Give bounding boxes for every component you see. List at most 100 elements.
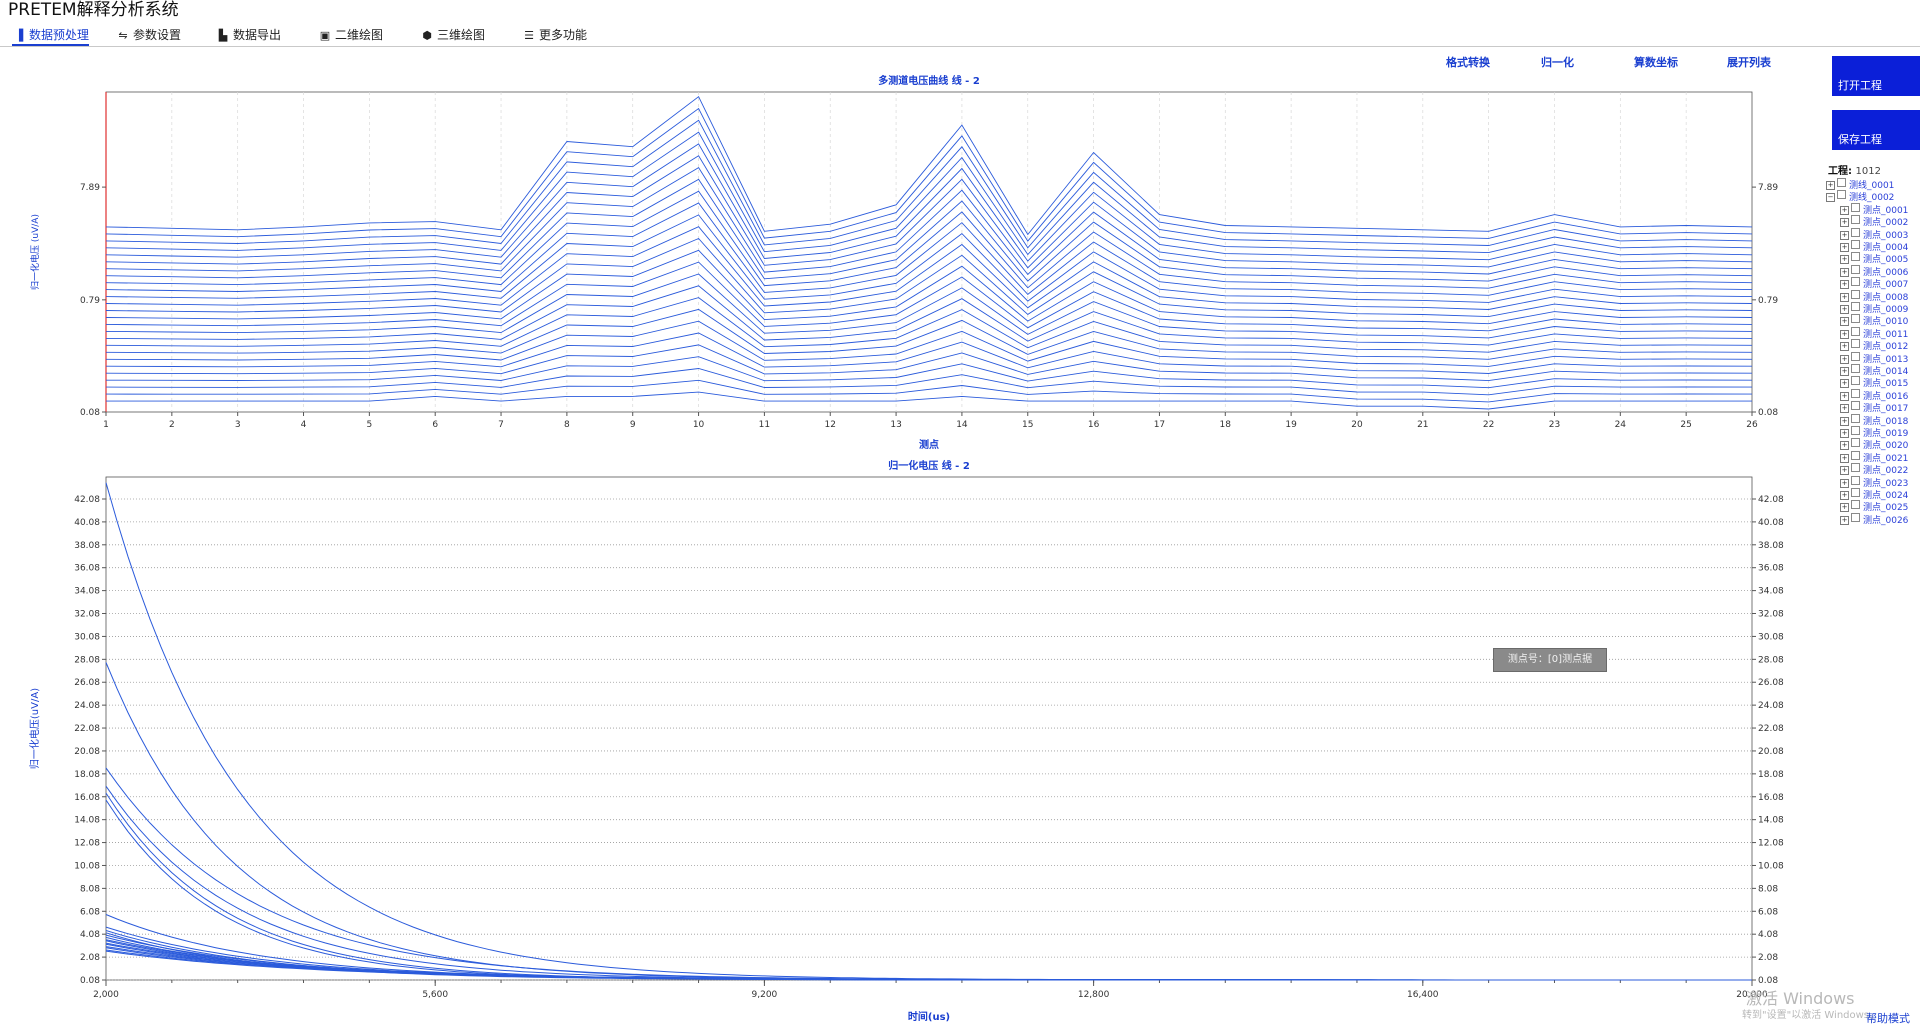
x-tick-label: 14 — [956, 420, 968, 430]
arithmetic-axis-button[interactable]: 算数坐标 — [1634, 56, 1678, 69]
tree-checkbox[interactable] — [1851, 488, 1860, 497]
tree-checkbox[interactable] — [1851, 438, 1860, 448]
channel-curve — [105, 308, 1753, 360]
expand-icon[interactable]: + — [1840, 515, 1849, 525]
tree-checkbox[interactable] — [1851, 302, 1860, 311]
expand-icon[interactable]: + — [1840, 305, 1849, 314]
tree-checkbox[interactable] — [1851, 500, 1860, 510]
tree-line-item[interactable]: + 测线_0001 — [1826, 178, 1894, 191]
expand-list-button[interactable]: 展开列表 — [1727, 56, 1771, 69]
tree-checkbox[interactable] — [1851, 277, 1860, 287]
format-convert-button[interactable]: 格式转换 — [1446, 56, 1490, 69]
menu-3d-plot[interactable]: ⬢ 三维绘图 — [420, 26, 485, 44]
expand-icon[interactable]: + — [1840, 391, 1849, 401]
tree-checkbox[interactable] — [1851, 376, 1860, 386]
open-project-button[interactable]: 打开工程 — [1832, 56, 1920, 96]
tree-point-item[interactable]: + 测点_0022 — [1840, 463, 1908, 476]
tree-point-item[interactable]: + 测点_0015 — [1840, 376, 1908, 389]
tree-checkbox[interactable] — [1851, 240, 1860, 249]
tree-checkbox[interactable] — [1851, 463, 1860, 473]
tree-point-item[interactable]: + 测点_0020 — [1840, 438, 1908, 451]
tree-point-item[interactable]: + 测点_0007 — [1840, 277, 1908, 290]
tree-checkbox[interactable] — [1851, 475, 1860, 485]
expand-icon[interactable]: + — [1840, 478, 1849, 488]
expand-icon[interactable]: + — [1840, 429, 1849, 438]
expand-icon[interactable]: + — [1840, 466, 1849, 476]
menu-data-export[interactable]: ▙ 数据导出 — [216, 26, 281, 44]
expand-icon[interactable]: + — [1840, 342, 1849, 352]
tree-point-item[interactable]: + 测点_0021 — [1840, 450, 1908, 464]
tree-line-item[interactable]: − 测线_0002 — [1826, 190, 1894, 203]
tree-checkbox[interactable] — [1851, 388, 1860, 398]
collapse-icon[interactable]: − — [1826, 193, 1835, 203]
tree-checkbox[interactable] — [1851, 202, 1860, 212]
tree-checkbox[interactable] — [1851, 426, 1860, 435]
tree-checkbox[interactable] — [1851, 227, 1860, 237]
help-mode-link[interactable]: 帮助模式 — [1866, 1012, 1910, 1025]
tree-point-item[interactable]: + 测点_0001 — [1840, 202, 1908, 216]
tree-point-item[interactable]: + 测点_0004 — [1840, 240, 1908, 253]
expand-icon[interactable]: + — [1840, 491, 1849, 500]
tree-checkbox[interactable] — [1851, 401, 1860, 411]
expand-icon[interactable]: + — [1840, 404, 1849, 414]
expand-icon[interactable]: + — [1840, 453, 1849, 463]
expand-icon[interactable]: + — [1840, 379, 1849, 389]
tree-checkbox[interactable] — [1837, 178, 1846, 187]
save-project-button[interactable]: 保存工程 — [1832, 110, 1920, 150]
tree-checkbox[interactable] — [1851, 351, 1860, 361]
tree-checkbox[interactable] — [1851, 314, 1860, 324]
normalize-button[interactable]: 归一化 — [1541, 56, 1574, 69]
expand-icon[interactable]: + — [1840, 218, 1849, 228]
tree-checkbox[interactable] — [1851, 339, 1860, 349]
tree-checkbox[interactable] — [1851, 264, 1860, 274]
tree-point-item[interactable]: + 测点_0014 — [1840, 364, 1908, 377]
expand-icon[interactable]: + — [1840, 230, 1849, 240]
tree-point-item[interactable]: + 测点_0008 — [1840, 289, 1908, 303]
tree-point-item[interactable]: + 测点_0013 — [1840, 351, 1908, 365]
menu-parameter-settings[interactable]: ⇋ 参数设置 — [116, 26, 181, 44]
expand-icon[interactable]: + — [1840, 503, 1849, 513]
tree-checkbox[interactable] — [1851, 512, 1860, 522]
tree-checkbox[interactable] — [1851, 364, 1860, 373]
tree-checkbox[interactable] — [1851, 215, 1860, 225]
expand-icon[interactable]: + — [1840, 292, 1849, 302]
tree-point-item[interactable]: + 测点_0002 — [1840, 215, 1908, 228]
expand-icon[interactable]: + — [1840, 267, 1849, 277]
tree-checkbox[interactable] — [1851, 252, 1860, 262]
expand-icon[interactable]: + — [1840, 329, 1849, 339]
expand-icon[interactable]: + — [1840, 367, 1849, 376]
tree-checkbox[interactable] — [1837, 190, 1846, 200]
tree-point-item[interactable]: + 测点_0010 — [1840, 314, 1908, 327]
expand-icon[interactable]: + — [1840, 205, 1849, 215]
menu-data-preprocess[interactable]: ▐ 数据预处理 — [12, 26, 90, 46]
tree-point-item[interactable]: + 测点_0018 — [1840, 413, 1908, 427]
tree-point-item[interactable]: + 测点_0024 — [1840, 488, 1908, 501]
tree-checkbox[interactable] — [1851, 413, 1860, 423]
tree-point-item[interactable]: + 测点_0011 — [1840, 326, 1908, 340]
expand-icon[interactable]: + — [1840, 255, 1849, 265]
expand-icon[interactable]: + — [1840, 317, 1849, 327]
tree-point-item[interactable]: + 测点_0025 — [1840, 500, 1908, 513]
expand-icon[interactable]: + — [1840, 354, 1849, 364]
tree-point-item[interactable]: + 测点_0006 — [1840, 264, 1908, 278]
tree-point-item[interactable]: + 测点_0005 — [1840, 252, 1908, 265]
expand-icon[interactable]: + — [1840, 280, 1849, 290]
expand-icon[interactable]: + — [1840, 441, 1849, 451]
tree-point-item[interactable]: + 测点_0016 — [1840, 388, 1908, 402]
tree-point-item[interactable]: + 测点_0023 — [1840, 475, 1908, 489]
menu-2d-plot[interactable]: ▣ 二维绘图 — [318, 26, 383, 44]
tree-point-item[interactable]: + 测点_0009 — [1840, 302, 1908, 315]
tree-point-item[interactable]: + 测点_0019 — [1840, 426, 1908, 439]
expand-icon[interactable]: + — [1840, 416, 1849, 426]
tree-point-item[interactable]: + 测点_0017 — [1840, 401, 1908, 414]
menu-more-functions[interactable]: ☰ 更多功能 — [522, 26, 587, 44]
tree-checkbox[interactable] — [1851, 326, 1860, 336]
tree-checkbox[interactable] — [1851, 450, 1860, 460]
tree-point-item[interactable]: + 测点_0012 — [1840, 339, 1908, 352]
tree-point-item[interactable]: + 测点_0026 — [1840, 512, 1908, 526]
expand-icon[interactable]: + — [1840, 243, 1849, 252]
tree-point-item[interactable]: + 测点_0003 — [1840, 227, 1908, 241]
y-tick-label: 4.08 — [80, 930, 100, 940]
tree-checkbox[interactable] — [1851, 289, 1860, 299]
expand-icon[interactable]: + — [1826, 181, 1835, 190]
